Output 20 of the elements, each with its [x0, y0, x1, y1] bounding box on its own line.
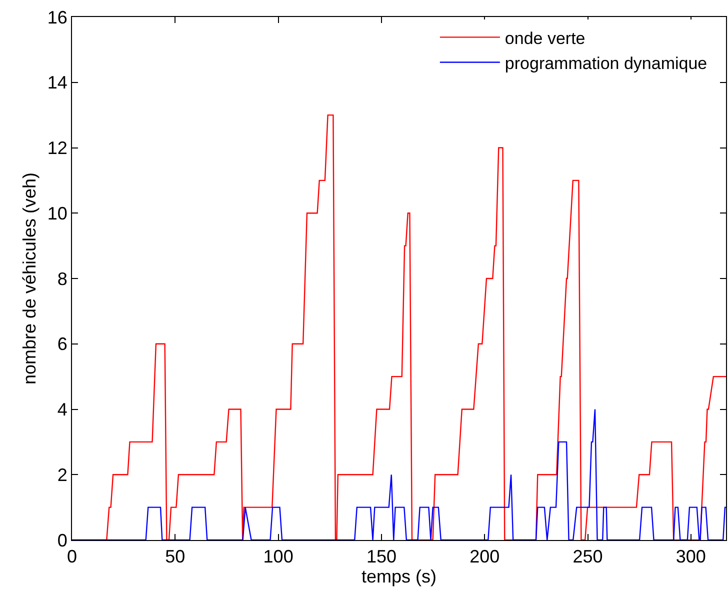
y-tick-label: 12 [47, 138, 68, 158]
x-axis-title: temps (s) [361, 566, 437, 587]
x-tick-label: 100 [263, 546, 294, 567]
line-series [72, 408, 726, 540]
y-tick-label: 14 [47, 72, 68, 93]
x-tick-label: 50 [165, 546, 186, 567]
legend-label: onde verte [504, 28, 586, 48]
y-axis-title: nombre de véhicules (veh) [20, 172, 40, 385]
y-tick-label: 16 [47, 7, 68, 28]
y-tick-label: 2 [57, 464, 68, 485]
x-tick-label: 200 [470, 546, 500, 567]
x-tick-label: 250 [572, 546, 603, 567]
y-tick-label: 6 [57, 334, 68, 354]
x-tick-label: 300 [676, 546, 706, 567]
x-tick-label: 150 [366, 546, 396, 567]
y-tick-label: 10 [47, 203, 68, 224]
legend-label: programmation dynamique [504, 54, 708, 73]
y-tick-label: 0 [57, 530, 68, 550]
y-tick-label: 4 [57, 400, 68, 420]
y-tick-label: 8 [57, 268, 68, 289]
